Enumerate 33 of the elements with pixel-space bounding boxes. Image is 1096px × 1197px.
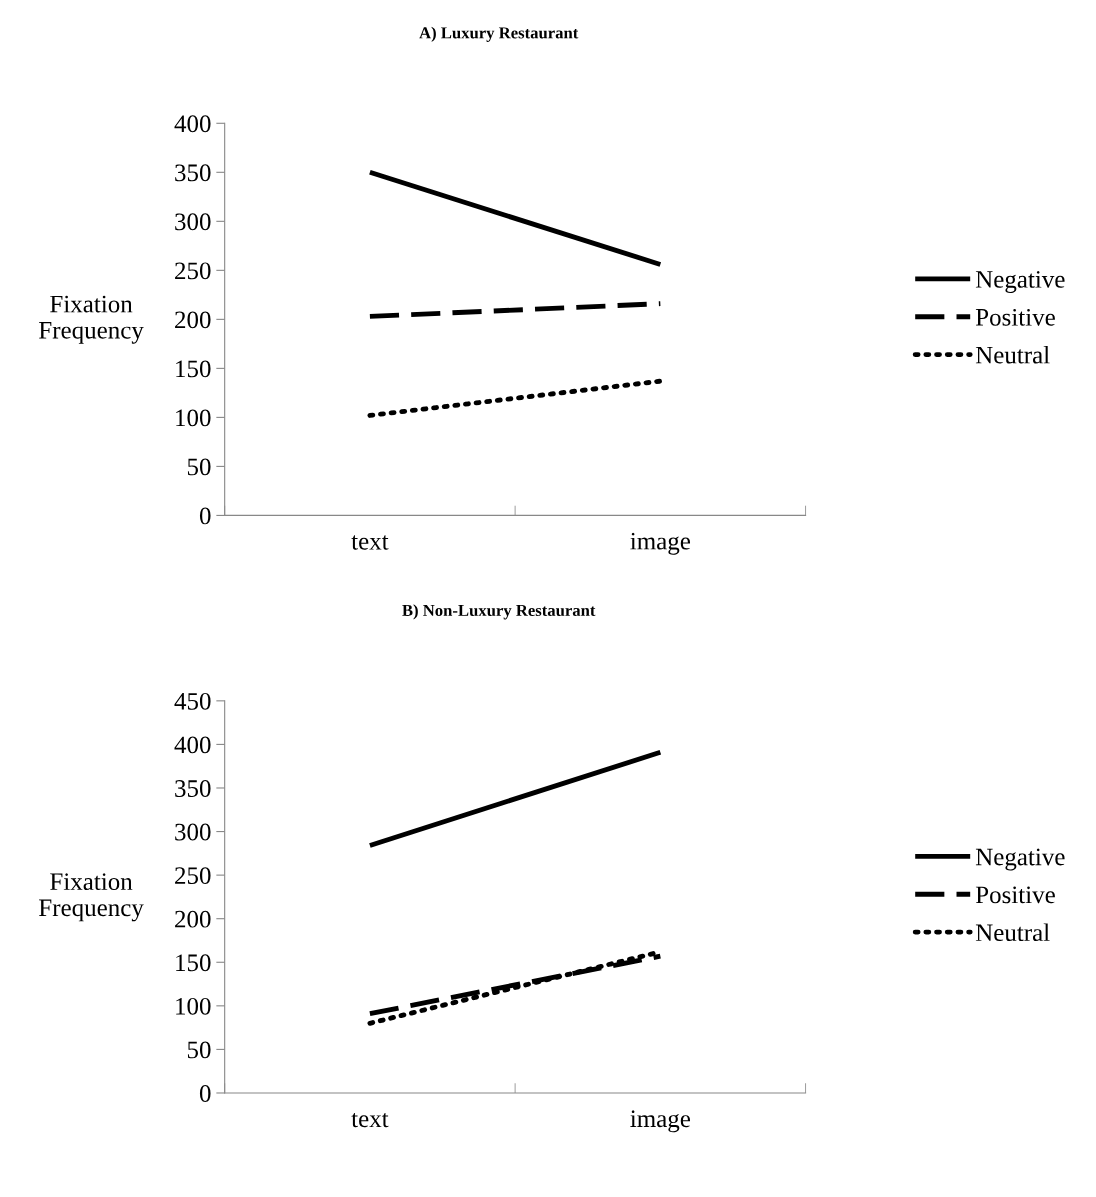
y-tick-label: 100 (176, 997, 211, 1015)
y-tick-label: 0 (199, 507, 211, 525)
y-tick-label: 250 (175, 262, 211, 280)
legend-label: Negative (975, 848, 1065, 871)
y-tick-label: 50 (187, 458, 211, 476)
legend-label: Negative (975, 271, 1065, 293)
y-tick-label: 150 (176, 954, 211, 972)
y-tick-label: 50 (187, 1041, 211, 1059)
y-tick-label: 350 (175, 164, 211, 182)
y-tick-label: 100 (176, 409, 211, 427)
y-tick-label: 0 (199, 1085, 211, 1102)
y-tick-label: 300 (175, 823, 211, 841)
legend-label: Positive (975, 308, 1055, 326)
legend-label: Neutral (975, 345, 1050, 364)
x-tick-label: text (351, 535, 389, 550)
y-tick-label: 350 (175, 780, 211, 797)
y-tick-label: 400 (174, 115, 211, 133)
legend-label: Positive (975, 886, 1055, 904)
y-tick-label: 200 (175, 910, 211, 928)
y-tick-label: 400 (174, 736, 211, 754)
y-axis-title: Fixation Frequency (39, 295, 144, 344)
y-tick-label: 300 (175, 213, 211, 231)
y-tick-label: 200 (175, 311, 211, 329)
x-tick-label: image (630, 1110, 691, 1133)
y-tick-label: 150 (176, 360, 211, 378)
x-tick-label: text (351, 1112, 389, 1128)
chart-title: A) Luxury Restaurant (419, 26, 579, 42)
legend-label: Neutral (975, 923, 1050, 942)
y-tick-label: 250 (175, 867, 211, 885)
y-axis-title: Fixation Frequency (39, 873, 144, 922)
x-tick-label: image (630, 532, 691, 555)
chart-title: B) Non-Luxury Restaurant (402, 604, 596, 620)
y-tick-label: 450 (174, 692, 211, 710)
